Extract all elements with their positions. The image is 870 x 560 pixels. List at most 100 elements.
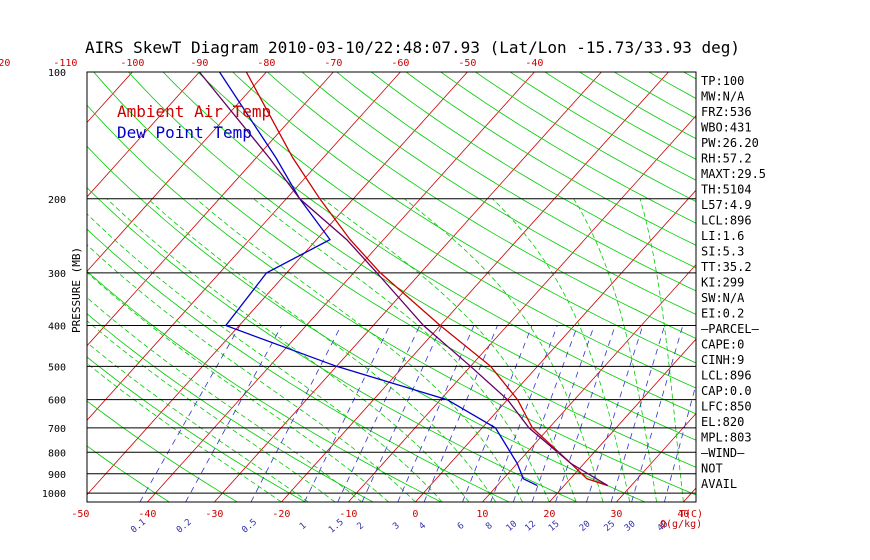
mixing-ratio-line — [512, 325, 578, 502]
index-item: EI:0.2 — [701, 307, 744, 321]
index-item: KI:299 — [701, 276, 744, 290]
index-item: SW:N/A — [701, 291, 745, 305]
isotherm-line — [0, 72, 65, 502]
moist-adiabat-line — [87, 320, 336, 502]
index-item: CAPE:0 — [701, 338, 744, 352]
mixing-ratio-line — [250, 325, 342, 502]
isotherm-line — [750, 72, 870, 502]
moist-adiabat-line — [573, 198, 657, 502]
mixing-ratio-line — [664, 383, 696, 502]
isotherm-line — [87, 72, 334, 347]
pressure-tick-label: 200 — [48, 195, 66, 206]
x-axis-label: T(C) — [679, 509, 703, 520]
dry-adiabat-line — [509, 72, 696, 181]
legend-dew-point-temp: Dew Point Temp — [117, 123, 252, 142]
isotherm-line — [281, 72, 669, 502]
pressure-tick-label: 700 — [48, 424, 66, 435]
index-item: —WIND— — [701, 446, 745, 460]
mixing-ratio-lines — [139, 325, 696, 502]
index-item: PW:26.20 — [701, 136, 759, 150]
series-line-dew-point-temp — [218, 72, 538, 487]
mixing-ratio-tick-label: 0.5 — [240, 517, 259, 535]
mixing-ratio-line — [185, 325, 283, 502]
index-item: LCL:896 — [701, 214, 752, 228]
top-temp-tick-label: -60 — [391, 58, 409, 69]
mixing-ratio-tick-label: 25 — [602, 519, 617, 534]
isotherm-line — [415, 189, 696, 502]
mixing-ratio-line — [462, 325, 533, 502]
isotherm-line — [87, 72, 133, 124]
top-temp-tick-label: -110 — [53, 58, 77, 69]
series-line-parcel — [198, 72, 609, 487]
moist-adiabat-line — [404, 198, 604, 502]
dry-adiabat-line — [336, 72, 696, 292]
dry-adiabat-line — [788, 72, 870, 502]
bottom-temp-tick-label: -50 — [71, 509, 89, 520]
isotherm-line — [482, 264, 696, 502]
dry-adiabat-line — [753, 72, 870, 502]
pressure-tick-label: 300 — [48, 269, 66, 280]
moist-adiabat-line — [87, 271, 389, 502]
moist-adiabat-line — [87, 213, 443, 502]
legend-ambient-air-temp: Ambient Air Temp — [117, 102, 271, 121]
bottom-temp-tick-group: -50 -40 -30 -20 -10 0 10 20 30 40 — [71, 509, 689, 520]
index-item: LCL:896 — [701, 369, 752, 383]
plot-area — [0, 72, 870, 502]
dry-adiabat-line — [87, 313, 374, 502]
moist-adiabat-line — [147, 198, 497, 502]
index-item: EL:820 — [701, 415, 744, 429]
bottom-temp-tick-label: -10 — [339, 509, 357, 520]
pressure-tick-label: 800 — [48, 448, 66, 459]
index-item: MW:N/A — [701, 90, 745, 104]
moist-adiabat-line — [639, 198, 684, 502]
dry-adiabat-line — [371, 72, 696, 269]
mixing-ratio-line — [555, 325, 616, 502]
index-item: AVAIL — [701, 477, 737, 491]
moist-adiabat-line — [253, 198, 550, 502]
dry-adiabat-line — [162, 72, 696, 415]
isotherm-line — [817, 72, 870, 502]
isotherm-line — [87, 72, 468, 496]
dry-adiabat-line — [87, 228, 510, 502]
mixing-ratio-tick-label: 10 — [505, 519, 520, 534]
moist-adiabat-line — [492, 198, 631, 502]
index-item: —PARCEL— — [701, 322, 760, 336]
isobar-lines — [87, 72, 696, 494]
sounding-profiles — [198, 72, 609, 487]
index-item: LFC:850 — [701, 400, 752, 414]
chart-title: AIRS SkewT Diagram 2010-03-10/22:48:07.9… — [85, 38, 740, 57]
mixing-ratio-tick-label: 0.2 — [175, 517, 194, 535]
dry-adiabat-line — [87, 400, 238, 502]
mixing-ratio-tick-label: 15 — [547, 519, 562, 534]
dry-adiabat-line — [475, 72, 696, 202]
bottom-temp-tick-label: 30 — [610, 509, 622, 520]
top-temp-tick-label: -120 — [0, 58, 10, 69]
dry-adiabat-line — [87, 187, 578, 502]
index-item: TH:5104 — [701, 183, 752, 197]
mixing-ratio-line — [304, 325, 391, 502]
dry-adiabat-line — [197, 72, 696, 389]
pressure-tick-label: 400 — [48, 322, 66, 333]
isotherm-line — [214, 72, 602, 502]
mixing-ratio-tick-label: 1 — [298, 521, 309, 532]
index-item: NOT — [701, 462, 723, 476]
mixing-ratio-tick-label: 2 — [356, 521, 367, 532]
mixing-ratio-line — [610, 325, 665, 502]
top-temp-tick-label: -70 — [324, 58, 342, 69]
dry-adiabat-line — [301, 72, 696, 315]
mixing-ratio-tick-label: 30 — [623, 519, 638, 534]
pressure-tick-label: 600 — [48, 396, 66, 407]
bottom-temp-tick-label: -40 — [138, 509, 156, 520]
bottom-temp-tick-label: 40 — [677, 509, 689, 520]
dry-adiabat-line — [544, 72, 696, 160]
isotherm-lines — [0, 72, 870, 502]
bottom-temp-tick-label: -20 — [272, 509, 290, 520]
dry-adiabat-line — [93, 72, 696, 468]
mixing-ratio-tick-label: 4 — [417, 521, 428, 532]
dry-adiabat-line — [405, 72, 696, 246]
top-temp-tick-group: -120 -110 -100 -90 -80 -70 -60 -50 -40 — [0, 58, 543, 69]
y-axis-label: PRESSURE (MB) — [70, 247, 83, 333]
mixing-ratio-tick-label: 0.1 — [129, 517, 148, 535]
mixing-ratio-axis-label: Q(g/kg) — [660, 519, 702, 530]
moist-adiabat-line — [195, 198, 523, 502]
